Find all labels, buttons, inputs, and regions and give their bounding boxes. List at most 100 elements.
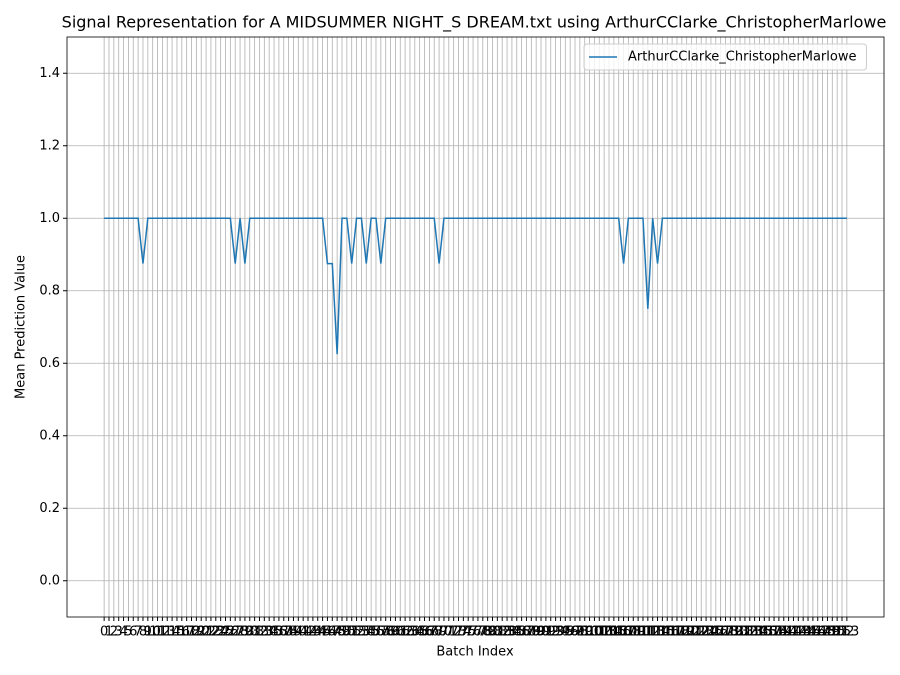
x-tick-label: 56 — [368, 625, 385, 640]
x-tick-label: 57 — [373, 625, 390, 640]
x-tick-label: 25 — [217, 625, 234, 640]
x-tick-label: 118 — [665, 625, 690, 640]
x-tick-label: 80 — [484, 625, 501, 640]
x-tick-label: 68 — [426, 625, 443, 640]
x-tick-label: 21 — [198, 625, 215, 640]
x-tick-label: 115 — [650, 625, 675, 640]
x-tick-label: 59 — [382, 625, 399, 640]
x-tick-label: 140 — [771, 625, 796, 640]
x-tick-label: 129 — [718, 625, 743, 640]
x-tick-label: 58 — [377, 625, 394, 640]
y-tick-label: 1.4 — [39, 66, 60, 81]
x-tick-label: 7 — [134, 625, 142, 640]
x-tick-label: 32 — [251, 625, 268, 640]
x-tick-label: 121 — [679, 625, 704, 640]
x-tick-label: 70 — [436, 625, 453, 640]
x-tick-label: 134 — [742, 625, 767, 640]
x-tick-label: 93 — [547, 625, 564, 640]
x-tick-label: 152 — [830, 625, 855, 640]
x-tick-label: 3 — [115, 625, 123, 640]
x-tick-label: 119 — [669, 625, 694, 640]
x-tick-label: 132 — [733, 625, 758, 640]
x-tick-label: 136 — [752, 625, 777, 640]
x-tick-label: 33 — [256, 625, 273, 640]
x-tick-label: 79 — [479, 625, 496, 640]
x-tick-label: 135 — [747, 625, 772, 640]
x-tick-label: 143 — [786, 625, 811, 640]
x-tick-label: 53 — [353, 625, 370, 640]
x-tick-label: 20 — [193, 625, 210, 640]
x-tick-label: 46 — [319, 625, 336, 640]
x-tick-label: 94 — [552, 625, 569, 640]
x-tick-label: 49 — [334, 625, 351, 640]
x-tick-label: 43 — [305, 625, 322, 640]
x-tick-label: 147 — [805, 625, 830, 640]
x-tick-label: 64 — [407, 625, 424, 640]
x-tick-label: 97 — [567, 625, 584, 640]
x-tick-label: 137 — [757, 625, 782, 640]
x-tick-label: 92 — [542, 625, 559, 640]
x-tick-label: 31 — [246, 625, 263, 640]
x-tick-label: 62 — [397, 625, 414, 640]
x-tick-label: 27 — [227, 625, 244, 640]
x-tick-label: 24 — [212, 625, 229, 640]
x-tick-label: 61 — [392, 625, 409, 640]
x-tick-label: 103 — [592, 625, 617, 640]
x-axis-label: Batch Index — [436, 645, 514, 660]
x-tick-label: 111 — [631, 625, 656, 640]
x-tick-label: 151 — [825, 625, 850, 640]
x-tick-label: 100 — [577, 625, 602, 640]
x-tick-label: 67 — [421, 625, 438, 640]
data-line — [104, 217, 847, 355]
x-tick-label: 116 — [655, 625, 680, 640]
x-tick-label: 39 — [285, 625, 302, 640]
x-tick-label: 126 — [703, 625, 728, 640]
x-tick-label: 74 — [455, 625, 472, 640]
x-tick-label: 99 — [576, 625, 593, 640]
x-tick-label: 145 — [796, 625, 821, 640]
x-tick-label: 17 — [178, 625, 195, 640]
x-tick-label: 77 — [470, 625, 487, 640]
x-tick-label: 48 — [329, 625, 346, 640]
x-tick-label: 88 — [523, 625, 540, 640]
legend-label: ArthurCClarke_ChristopherMarlowe — [628, 50, 856, 65]
x-tick-label: 81 — [489, 625, 506, 640]
x-tick-label: 107 — [611, 625, 636, 640]
x-tick-label: 36 — [271, 625, 288, 640]
x-tick-label: 37 — [275, 625, 292, 640]
x-tick-label: 78 — [475, 625, 492, 640]
x-tick-label: 73 — [450, 625, 467, 640]
x-tick-label: 11 — [149, 625, 166, 640]
legend-box — [583, 43, 867, 71]
y-axis-label: Mean Prediction Value — [14, 255, 29, 399]
x-tick-label: 110 — [626, 625, 651, 640]
x-tick-label: 141 — [776, 625, 801, 640]
x-tick-label: 124 — [694, 625, 719, 640]
x-tick-label: 96 — [562, 625, 579, 640]
x-tick-label: 45 — [314, 625, 331, 640]
x-tick-label: 76 — [465, 625, 482, 640]
x-tick-label: 146 — [800, 625, 825, 640]
x-tick-label: 113 — [640, 625, 665, 640]
x-tick-label: 69 — [431, 625, 448, 640]
x-tick-label: 23 — [208, 625, 225, 640]
x-tick-label: 87 — [518, 625, 535, 640]
x-tick-label: 1 — [105, 625, 113, 640]
x-tick-label: 6 — [129, 625, 137, 640]
x-tick-label: 75 — [460, 625, 477, 640]
y-tick-label: 0.0 — [39, 573, 60, 588]
plot-frame — [66, 36, 885, 618]
x-tick-label: 63 — [402, 625, 419, 640]
x-tick-label: 44 — [309, 625, 326, 640]
x-tick-label: 130 — [723, 625, 748, 640]
x-tick-label: 83 — [499, 625, 516, 640]
x-tick-label: 52 — [348, 625, 365, 640]
x-tick-label: 60 — [387, 625, 404, 640]
chart-title: Signal Representation for A MIDSUMMER NI… — [62, 13, 887, 33]
x-tick-label: 42 — [300, 625, 317, 640]
x-tick-label: 86 — [513, 625, 530, 640]
x-tick-label: 47 — [324, 625, 341, 640]
x-tick-label: 16 — [174, 625, 191, 640]
y-tick-label: 1.0 — [39, 211, 60, 226]
